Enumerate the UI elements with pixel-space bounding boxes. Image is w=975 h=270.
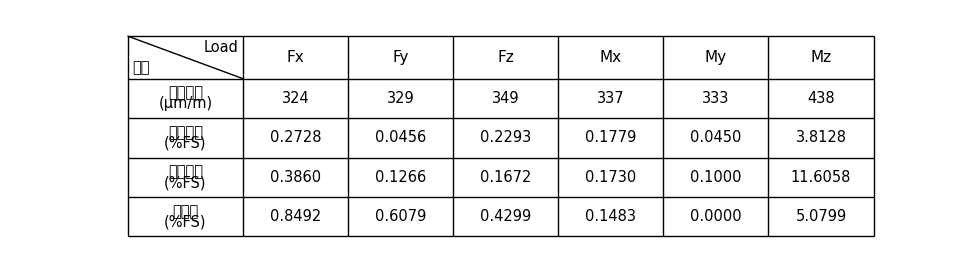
Text: (μm/m): (μm/m) <box>158 96 213 111</box>
Text: 출력: 출력 <box>132 60 149 75</box>
Text: 337: 337 <box>597 91 625 106</box>
Text: 11.6058: 11.6058 <box>791 170 851 185</box>
Text: 438: 438 <box>807 91 835 106</box>
Text: 0.1672: 0.1672 <box>480 170 531 185</box>
Text: 0.0456: 0.0456 <box>374 130 426 145</box>
Text: Mx: Mx <box>600 50 622 65</box>
Text: 정격출력: 정격출력 <box>168 85 203 100</box>
Text: 0.2728: 0.2728 <box>270 130 321 145</box>
Text: 하중이력: 하중이력 <box>168 164 203 179</box>
Text: 0.8492: 0.8492 <box>270 209 321 224</box>
Text: 0.0450: 0.0450 <box>690 130 742 145</box>
Text: Fz: Fz <box>497 50 514 65</box>
Text: 0.1266: 0.1266 <box>374 170 426 185</box>
Text: 0.2293: 0.2293 <box>480 130 531 145</box>
Text: 0.4299: 0.4299 <box>480 209 531 224</box>
Text: 0.3860: 0.3860 <box>270 170 321 185</box>
Text: 329: 329 <box>387 91 414 106</box>
Text: Fx: Fx <box>287 50 304 65</box>
Text: 0.1779: 0.1779 <box>585 130 637 145</box>
Text: 3.8128: 3.8128 <box>796 130 846 145</box>
Text: 0.1483: 0.1483 <box>585 209 637 224</box>
Text: (%FS): (%FS) <box>164 215 207 230</box>
Text: (%FS): (%FS) <box>164 136 207 151</box>
Text: 0.1000: 0.1000 <box>690 170 742 185</box>
Text: (%FS): (%FS) <box>164 175 207 190</box>
Text: 333: 333 <box>702 91 729 106</box>
Text: Load: Load <box>204 40 239 55</box>
Text: My: My <box>705 50 727 65</box>
Text: 비직선성: 비직선성 <box>168 125 203 140</box>
Text: 0.1730: 0.1730 <box>585 170 637 185</box>
Text: Mz: Mz <box>810 50 832 65</box>
Text: 0.0000: 0.0000 <box>690 209 742 224</box>
Text: 재현도: 재현도 <box>173 204 199 219</box>
Text: 5.0799: 5.0799 <box>796 209 846 224</box>
Text: 324: 324 <box>282 91 309 106</box>
Text: 0.6079: 0.6079 <box>374 209 426 224</box>
Text: 349: 349 <box>491 91 520 106</box>
Text: Fy: Fy <box>392 50 409 65</box>
